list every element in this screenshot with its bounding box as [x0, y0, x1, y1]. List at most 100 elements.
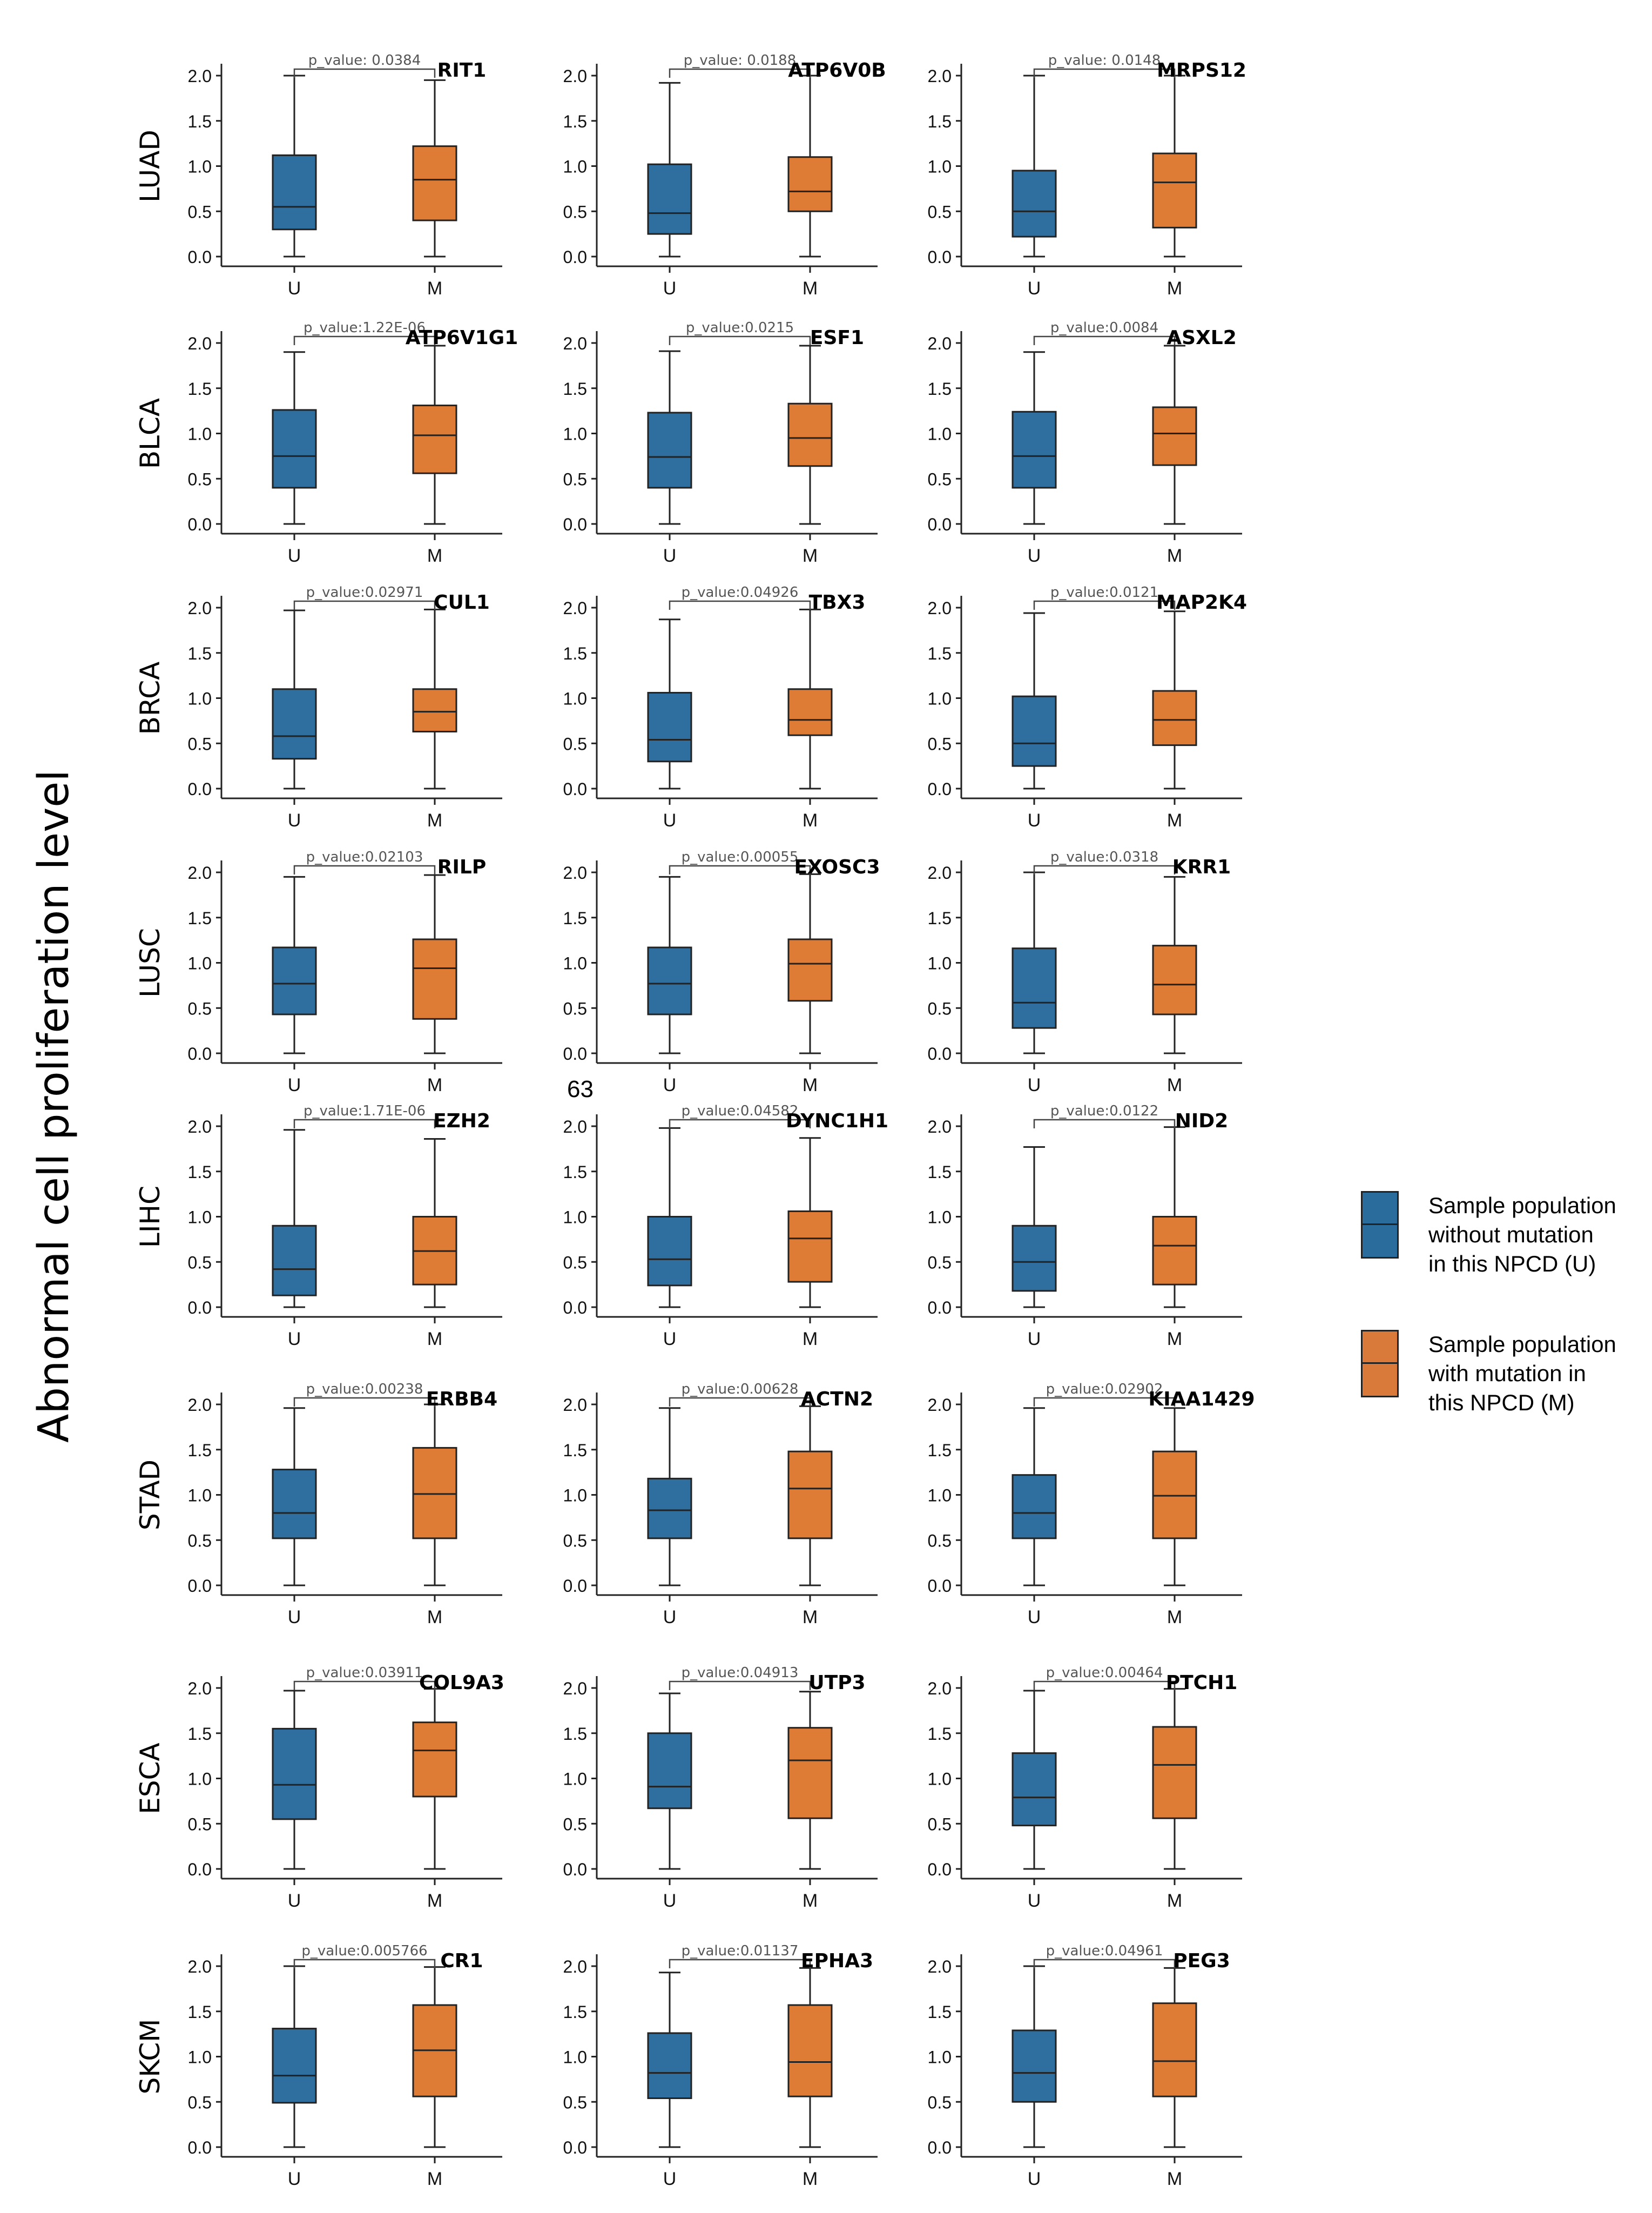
box-unmutated	[1012, 2029, 1057, 2103]
x-tick-label: M	[427, 1607, 442, 1627]
y-tick-label: 1.0	[188, 689, 212, 709]
gene-label: PTCH1	[1166, 1672, 1238, 1694]
p-value-label: p_value:0.02103	[306, 849, 423, 865]
gene-label: KRR1	[1172, 856, 1231, 878]
box-unmutated	[272, 1469, 317, 1539]
box-unmutated	[272, 154, 317, 231]
box-mutated	[412, 938, 457, 1020]
x-tick-label: U	[663, 1075, 677, 1095]
p-value-label: p_value:0.0121	[1050, 584, 1158, 601]
x-tick-label: M	[427, 546, 442, 566]
y-tick-label: 0.0	[928, 779, 952, 799]
p-value-label: p_value:0.04582	[682, 1103, 799, 1119]
gene-label: CUL1	[434, 591, 490, 614]
y-tick-label: 0.5	[928, 1531, 952, 1550]
significance-bracket	[293, 335, 436, 345]
significance-bracket	[669, 1680, 811, 1690]
y-tick-label: 1.5	[188, 644, 212, 663]
y-tick-label: 2.0	[563, 334, 587, 353]
box-mutated	[1152, 406, 1197, 466]
x-tick-label: U	[663, 1891, 677, 1911]
legend-swatch-unmutated	[1361, 1191, 1399, 1259]
x-tick-label: U	[288, 810, 301, 831]
significance-bracket	[669, 600, 811, 610]
x-tick-label: M	[1167, 2169, 1182, 2189]
y-tick-label: 0.0	[928, 1576, 952, 1596]
y-tick-label: 1.5	[188, 909, 212, 928]
y-tick-label: 0.0	[188, 1298, 212, 1317]
significance-bracket	[293, 865, 436, 875]
gene-label: PEG3	[1173, 1950, 1230, 1972]
x-tick-label: U	[1028, 1607, 1041, 1627]
y-tick-label: 2.0	[928, 1957, 952, 1976]
cancer-type-label: LUSC	[134, 928, 166, 998]
gene-label: KIAA1429	[1148, 1388, 1255, 1410]
y-tick-label: 0.5	[928, 2093, 952, 2112]
box-mutated	[787, 402, 833, 467]
y-tick-label: 1.5	[563, 379, 587, 399]
y-tick-label: 0.0	[563, 1298, 587, 1317]
y-tick-label: 0.0	[928, 2138, 952, 2157]
y-tick-label: 0.5	[188, 1814, 212, 1834]
y-tick-label: 1.0	[563, 1486, 587, 1505]
significance-bracket	[669, 1119, 811, 1128]
box-mutated	[1152, 1726, 1197, 1819]
p-value-label: p_value:0.01137	[682, 1943, 799, 1959]
x-tick-label: M	[803, 546, 818, 566]
y-tick-label: 0.0	[188, 515, 212, 534]
y-tick-label: 1.5	[563, 2002, 587, 2022]
box-mutated	[1152, 945, 1197, 1015]
y-tick-label: 0.0	[188, 1044, 212, 1064]
p-value-label: p_value:0.00628	[682, 1381, 799, 1397]
gene-label: RILP	[437, 856, 486, 878]
y-tick-label: 0.5	[928, 1814, 952, 1834]
x-tick-label: M	[1167, 278, 1182, 299]
x-tick-label: U	[288, 546, 301, 566]
gene-label: ACTN2	[801, 1388, 873, 1410]
box-mutated	[787, 1210, 833, 1283]
y-tick-label: 2.0	[188, 66, 212, 86]
box-unmutated	[647, 691, 692, 763]
box-mutated	[412, 1721, 457, 1798]
p-value-label: p_value:1.22E-06	[304, 320, 426, 336]
gene-label: MAP2K4	[1156, 591, 1247, 614]
gene-label: CR1	[440, 1950, 483, 1972]
x-tick-label: U	[1028, 2169, 1041, 2189]
box-unmutated	[647, 946, 692, 1015]
y-tick-label: 1.0	[188, 1486, 212, 1505]
x-tick-label: M	[803, 278, 818, 299]
y-tick-label: 2.0	[188, 334, 212, 353]
box-unmutated	[647, 1216, 692, 1287]
gene-label: UTP3	[808, 1672, 865, 1694]
p-value-label: p_value:0.00238	[306, 1381, 423, 1397]
x-tick-label: M	[1167, 1891, 1182, 1911]
p-value-label: p_value:0.0122	[1050, 1103, 1158, 1119]
y-tick-label: 1.5	[928, 112, 952, 131]
x-tick-label: U	[663, 546, 677, 566]
x-tick-label: U	[1028, 1075, 1041, 1095]
y-tick-label: 0.5	[188, 1531, 212, 1550]
gene-label: EPHA3	[801, 1950, 873, 1972]
x-tick-label: M	[427, 1891, 442, 1911]
y-tick-label: 0.0	[928, 247, 952, 267]
stray-number-label: 63	[567, 1076, 594, 1102]
y-tick-label: 1.0	[188, 1770, 212, 1789]
box-mutated	[787, 2004, 833, 2097]
x-tick-label: U	[288, 1075, 301, 1095]
gene-label: NID2	[1175, 1110, 1228, 1132]
y-tick-label: 1.0	[928, 1486, 952, 1505]
y-tick-label: 1.0	[563, 1770, 587, 1789]
x-tick-label: U	[1028, 546, 1041, 566]
significance-bracket	[669, 335, 811, 345]
y-tick-label: 0.0	[928, 515, 952, 534]
x-tick-label: U	[288, 1891, 301, 1911]
gene-label: ERBB4	[426, 1388, 497, 1410]
y-tick-label: 0.0	[563, 1576, 587, 1596]
significance-bracket	[1033, 600, 1176, 610]
p-value-label: p_value:1.71E-06	[304, 1103, 426, 1119]
significance-bracket	[669, 865, 811, 875]
y-tick-label: 1.5	[188, 379, 212, 399]
y-tick-label: 0.0	[563, 247, 587, 267]
x-tick-label: M	[427, 2169, 442, 2189]
legend-label-mutated: Sample population with mutation in this …	[1428, 1331, 1616, 1415]
